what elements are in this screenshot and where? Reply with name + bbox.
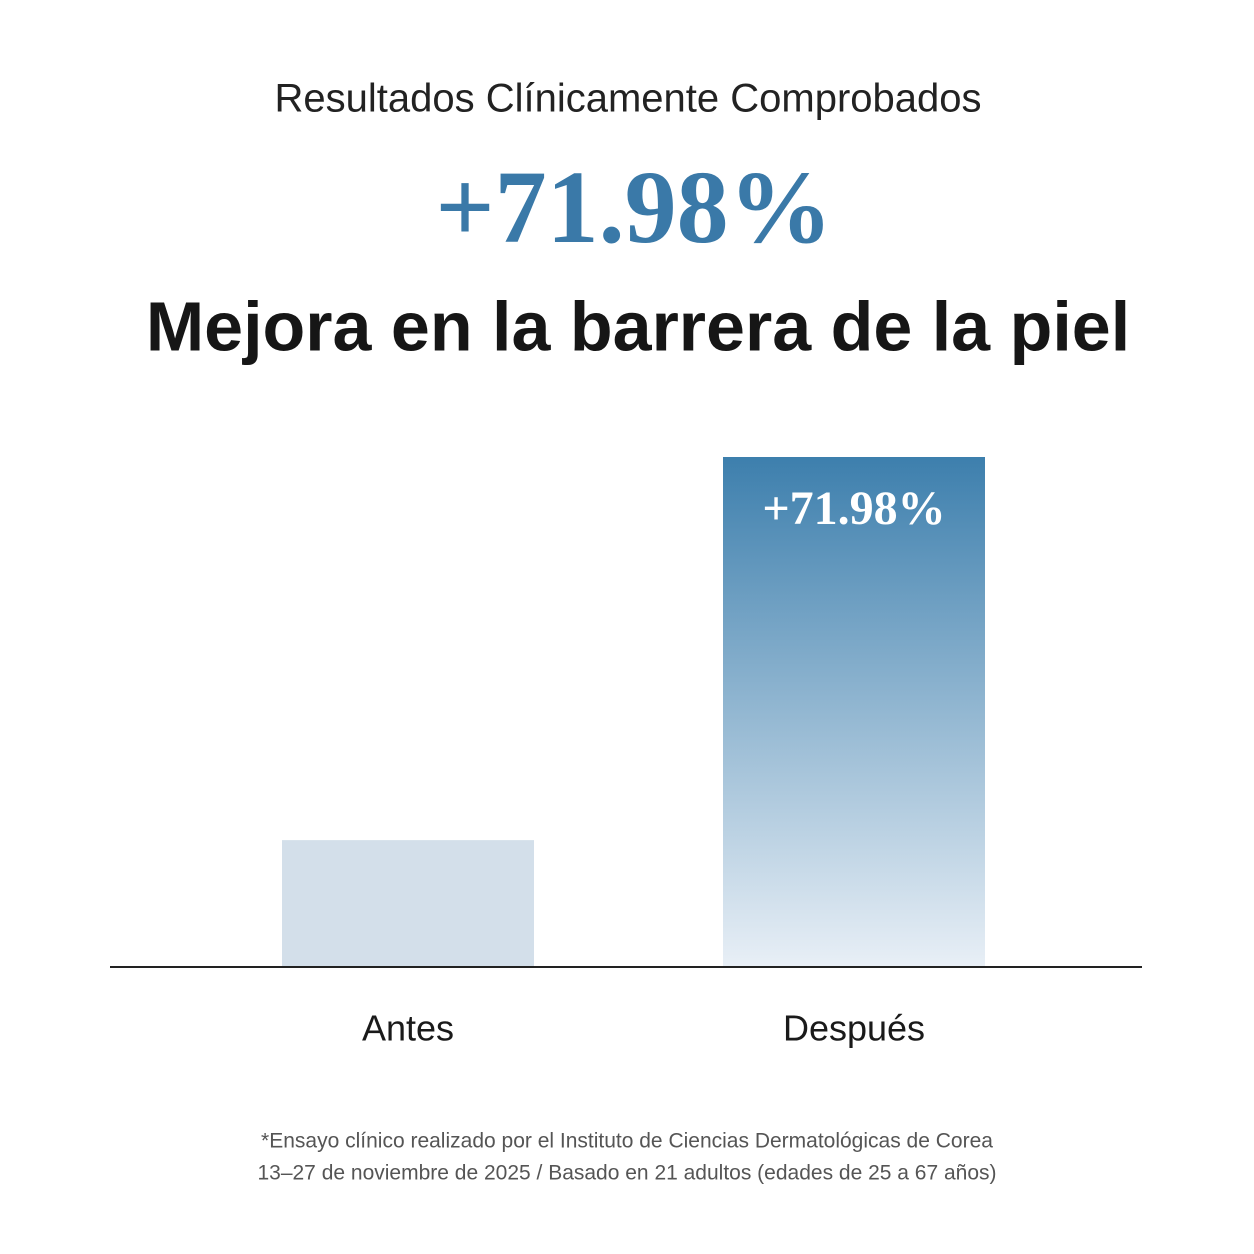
footnote: *Ensayo clínico realizado por el Institu… bbox=[261, 1130, 993, 1153]
footnote: 13–27 de noviembre de 2025 / Basado en 2… bbox=[257, 1162, 996, 1185]
x-tick-label: Antes bbox=[362, 1008, 454, 1049]
headline: +71.98% bbox=[435, 150, 832, 265]
bar bbox=[282, 840, 534, 966]
x-tick-label: Después bbox=[783, 1008, 925, 1049]
bar bbox=[723, 457, 985, 966]
subtitle: Resultados Clínicamente Comprobados bbox=[274, 77, 981, 121]
value-label: +71.98% bbox=[762, 482, 945, 535]
chart-title: Mejora en la barrera de la piel bbox=[146, 287, 1130, 365]
